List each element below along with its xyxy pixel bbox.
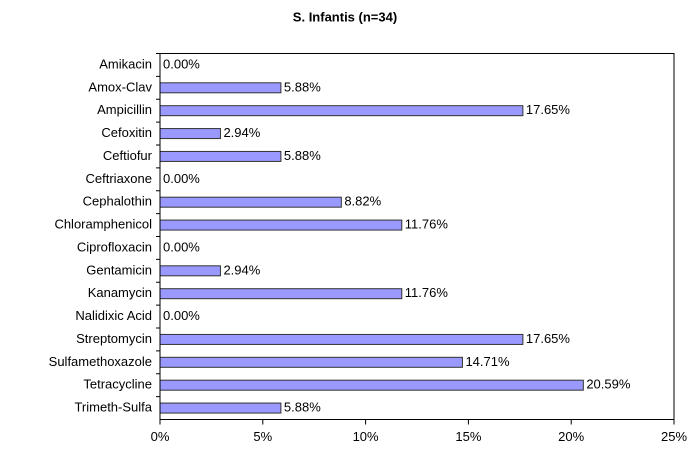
value-label: 11.76%	[405, 285, 449, 300]
y-tick-label: Ceftiofur	[103, 148, 153, 163]
bar	[159, 150, 282, 162]
y-tick-label: Kanamycin	[88, 285, 152, 300]
plot-area	[159, 53, 675, 420]
value-label: 17.65%	[526, 331, 571, 346]
bar	[159, 219, 403, 231]
x-tick-label: 10%	[353, 429, 379, 444]
bar	[159, 128, 221, 140]
value-label: 2.94%	[223, 125, 260, 140]
bar	[159, 379, 584, 391]
value-label: 14.71%	[465, 354, 510, 369]
y-tick-label: Cefoxitin	[101, 125, 152, 140]
bar	[159, 82, 282, 94]
y-tick-label: Cephalothin	[83, 194, 152, 209]
y-tick-label: Nalidixic Acid	[75, 308, 152, 323]
value-label: 0.00%	[163, 239, 200, 254]
value-label: 0.00%	[163, 171, 200, 186]
y-tick-label: Amikacin	[99, 56, 152, 71]
value-label: 11.76%	[405, 217, 449, 232]
y-tick-label: Ciprofloxacin	[77, 239, 152, 254]
value-label: 5.88%	[284, 400, 321, 415]
y-tick-label: Ampicillin	[97, 102, 152, 117]
value-label: 0.00%	[163, 308, 200, 323]
bar	[159, 196, 342, 208]
bar	[159, 265, 221, 277]
bar	[159, 402, 282, 414]
x-tick-label: 15%	[455, 429, 481, 444]
value-label: 5.88%	[284, 148, 321, 163]
value-label: 5.88%	[284, 79, 321, 94]
y-tick-label: Chloramphenicol	[54, 217, 152, 232]
y-tick-label: Ceftriaxone	[86, 171, 152, 186]
y-tick-label: Tetracycline	[83, 377, 152, 392]
value-label: 0.00%	[163, 56, 200, 71]
value-label: 8.82%	[344, 194, 381, 209]
y-tick-label: Trimeth-Sulfa	[74, 400, 152, 415]
x-tick-label: 25%	[661, 429, 687, 444]
bar	[159, 333, 524, 345]
y-tick-label: Gentamicin	[86, 262, 152, 277]
value-label: 17.65%	[526, 102, 571, 117]
bar	[159, 288, 403, 300]
x-tick-label: 20%	[558, 429, 584, 444]
bar	[159, 105, 524, 117]
x-tick-label: 5%	[253, 429, 272, 444]
y-tick-label: Amox-Clav	[88, 79, 152, 94]
value-label: 20.59%	[586, 377, 631, 392]
x-tick-label: 0%	[151, 429, 170, 444]
value-label: 2.94%	[223, 262, 260, 277]
y-tick-label: Streptomycin	[76, 331, 152, 346]
chart-title: S. Infantis (n=34)	[293, 9, 397, 24]
y-tick-label: Sulfamethoxazole	[49, 354, 152, 369]
bar	[159, 356, 463, 368]
